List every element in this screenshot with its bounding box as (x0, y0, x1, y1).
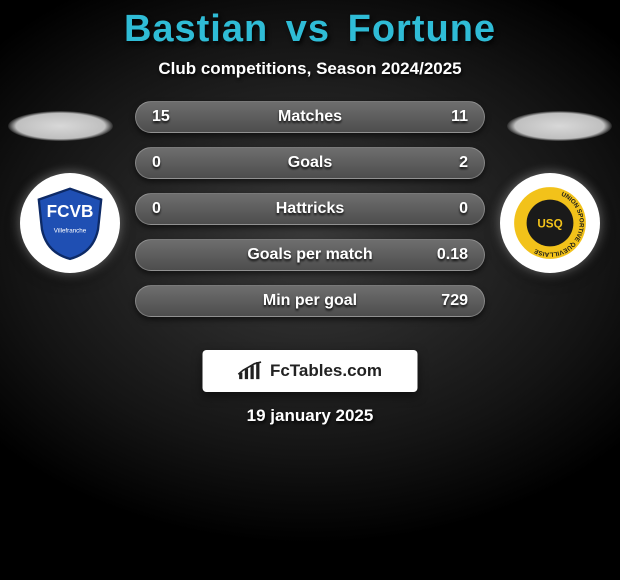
stat-label: Matches (136, 108, 484, 126)
stat-label: Hattricks (136, 200, 484, 218)
bar-chart-icon (238, 361, 264, 381)
shadow-left (8, 111, 113, 141)
club-left-subtext: Villefranche (54, 227, 87, 234)
stat-row-matches: 15 Matches 11 (135, 101, 485, 133)
stat-right-value: 0 (442, 200, 468, 218)
stat-row-goals: 0 Goals 2 (135, 147, 485, 179)
club-left-text: FCVB (47, 201, 94, 221)
comparison-arena: FCVB Villefranche UNION SPORTIVE QUEVILL… (0, 101, 620, 361)
page-title: Bastian vs Fortune (0, 0, 620, 51)
shadow-right (507, 111, 612, 141)
stat-right-value: 729 (441, 292, 468, 310)
brand-box: FcTables.com (203, 350, 418, 392)
title-right: Fortune (348, 8, 496, 50)
brand-text: FcTables.com (270, 361, 382, 381)
stat-row-min-per-goal: Min per goal 729 (135, 285, 485, 317)
club-left-badge: FCVB Villefranche (20, 173, 120, 273)
club-right-badge: UNION SPORTIVE QUEVILLAISE USQ (500, 173, 600, 273)
subtitle: Club competitions, Season 2024/2025 (0, 59, 620, 79)
title-vs: vs (286, 8, 330, 50)
title-left: Bastian (124, 8, 268, 50)
stat-left-value: 0 (152, 200, 178, 218)
stat-right-value: 2 (442, 154, 468, 172)
stat-label: Goals (136, 154, 484, 172)
club-left-crest: FCVB Villefranche (31, 184, 109, 262)
stat-right-value: 11 (442, 108, 468, 126)
stat-right-value: 0.18 (437, 246, 468, 264)
club-right-center-text: USQ (537, 218, 562, 231)
stat-row-goals-per-match: Goals per match 0.18 (135, 239, 485, 271)
club-right-crest: UNION SPORTIVE QUEVILLAISE USQ (511, 184, 589, 262)
date-stamp: 19 january 2025 (0, 406, 620, 426)
stat-label: Min per goal (136, 292, 484, 310)
stat-left-value: 0 (152, 154, 178, 172)
stats-pillbox: 15 Matches 11 0 Goals 2 0 Hattricks 0 Go… (135, 101, 485, 317)
stat-left-value: 15 (152, 108, 178, 126)
stat-label: Goals per match (136, 246, 484, 264)
stat-row-hattricks: 0 Hattricks 0 (135, 193, 485, 225)
